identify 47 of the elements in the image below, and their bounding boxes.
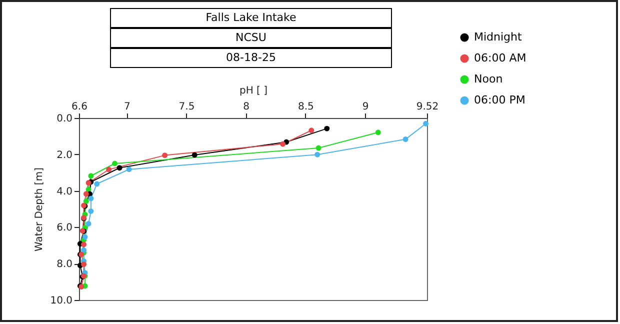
point	[88, 208, 94, 214]
point	[116, 165, 122, 171]
y-tick-label: 2.0	[56, 150, 72, 161]
point	[112, 160, 118, 166]
point	[106, 166, 112, 172]
chart-title: Falls Lake Intake	[110, 8, 392, 28]
point	[316, 145, 322, 151]
point	[375, 130, 381, 136]
point	[88, 173, 94, 179]
legend-label: Noon	[474, 72, 503, 86]
y-tick-label: 6.0	[56, 222, 72, 234]
point	[314, 152, 320, 158]
point	[126, 166, 132, 172]
x-tick-label: 7	[124, 102, 130, 112]
x-tick-label: 9.52	[416, 102, 439, 112]
legend-label: 06:00 PM	[474, 94, 526, 106]
x-tick-label: 8.5	[298, 102, 314, 112]
point	[81, 247, 87, 253]
y-axis-title: Water Depth [m]	[34, 167, 46, 252]
x-tick-label: 8	[243, 102, 250, 112]
y-tick-label: 4.0	[56, 186, 72, 198]
x-axis-title: pH [ ]	[239, 86, 268, 96]
point	[192, 152, 198, 158]
x-tick-label: 9	[362, 102, 369, 112]
chart-subtitle: NCSU	[110, 28, 392, 48]
y-tick-label: 10.0	[50, 296, 72, 306]
y-tick-label: 0.0	[56, 114, 72, 124]
point	[86, 221, 92, 226]
point	[82, 234, 88, 240]
legend-label: Midnight	[474, 30, 523, 44]
point	[402, 136, 408, 142]
point	[81, 242, 87, 248]
legend-label: 06:00 AM	[474, 52, 526, 64]
point	[83, 198, 89, 204]
point	[423, 120, 429, 126]
point	[94, 181, 100, 187]
point	[86, 180, 92, 186]
x-tick-label: 6.6	[72, 102, 88, 112]
point	[308, 128, 314, 134]
y-tick-label: 8.0	[56, 259, 72, 270]
point	[280, 141, 286, 147]
point	[83, 191, 89, 197]
point	[162, 152, 168, 158]
point	[324, 126, 330, 132]
text: 08-18-25	[110, 48, 392, 68]
x-tick-label: 7.5	[178, 102, 195, 112]
point	[88, 196, 94, 202]
